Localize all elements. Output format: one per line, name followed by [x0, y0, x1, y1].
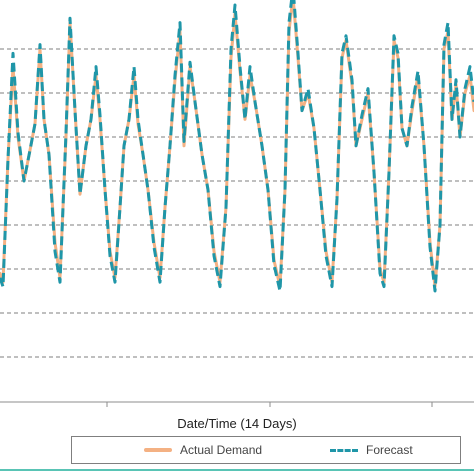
x-axis-ticks	[106, 402, 433, 407]
x-axis-label: Date/Time (14 Days)	[177, 416, 297, 431]
legend-label-actual: Actual Demand	[180, 443, 263, 457]
series-layer	[0, 0, 474, 293]
bottom-accent-bar	[0, 469, 474, 471]
actual-demand-swatch-icon	[144, 448, 172, 452]
forecast-swatch-icon	[330, 448, 358, 452]
gridlines	[0, 48, 474, 358]
legend-item-forecast: Forecast	[330, 443, 413, 457]
legend-label-forecast: Forecast	[366, 443, 413, 457]
series-line-forecast	[0, 0, 474, 293]
legend-item-actual: Actual Demand	[144, 443, 262, 457]
legend: Actual Demand Forecast	[71, 436, 461, 464]
